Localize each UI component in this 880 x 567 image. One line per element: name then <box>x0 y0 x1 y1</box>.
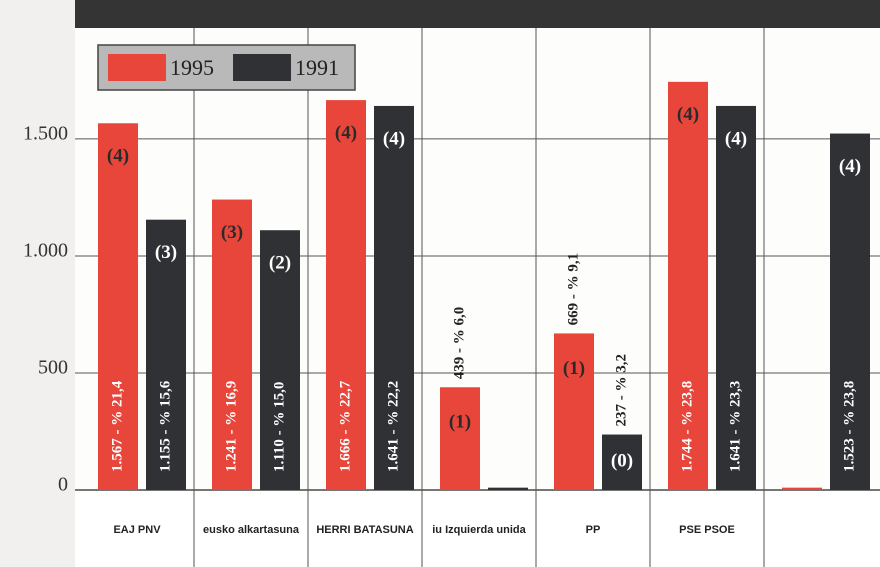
value-label: 1.523 - % 23,8 <box>841 381 857 472</box>
header-band <box>75 0 880 28</box>
seat-label: (3) <box>221 222 243 243</box>
y-tick-label: 1.000 <box>23 240 68 262</box>
value-label: 237 - % 3,2 <box>613 354 629 427</box>
y-tick-label: 0 <box>58 474 68 496</box>
value-label: 1.241 - % 16,9 <box>223 381 239 472</box>
bar <box>374 105 414 491</box>
bar <box>488 487 528 490</box>
bar <box>782 487 822 490</box>
value-label: 669 - % 9,1 <box>565 253 581 326</box>
bar <box>260 230 300 490</box>
y-tick-label: 500 <box>38 357 68 379</box>
bar <box>830 133 870 490</box>
bar <box>716 105 756 491</box>
bar <box>98 123 138 491</box>
bar <box>212 199 252 490</box>
legend-label: 1995 <box>170 55 214 80</box>
seat-label: (1) <box>563 358 585 379</box>
value-label: 1.567 - % 21,4 <box>109 380 125 472</box>
value-label: 439 - % 6,0 <box>451 307 467 380</box>
logo-strip <box>75 490 880 567</box>
seat-label: (2) <box>269 253 291 274</box>
bar <box>440 387 480 490</box>
x-tick-label: iu Izquierda unida <box>432 524 526 536</box>
bar <box>668 81 708 491</box>
value-label: 1.641 - % 22,2 <box>385 381 401 472</box>
legend-swatch <box>108 54 166 81</box>
seat-label: (4) <box>677 104 699 125</box>
bar <box>326 100 366 490</box>
seat-label: (4) <box>107 146 129 167</box>
value-label: 1.744 - % 23,8 <box>679 381 695 472</box>
legend-swatch <box>233 54 291 81</box>
x-tick-label: EAJ PNV <box>113 524 161 536</box>
seat-label: (3) <box>155 242 177 263</box>
bar <box>602 434 642 490</box>
x-tick-label: HERRI BATASUNA <box>316 524 413 536</box>
seat-label: (4) <box>335 122 357 143</box>
x-tick-label: PSE PSOE <box>679 524 735 536</box>
x-tick-label: PP <box>586 524 601 536</box>
seat-label: (4) <box>725 128 747 149</box>
legend-label: 1991 <box>295 55 339 80</box>
x-tick-label: eusko alkartasuna <box>203 524 300 536</box>
bar <box>146 219 186 490</box>
seat-label: (0) <box>611 451 633 472</box>
y-tick-label: 1.500 <box>23 123 68 145</box>
value-label: 1.110 - % 15,0 <box>271 382 287 472</box>
value-label: 1.666 - % 22,7 <box>337 380 353 472</box>
seat-label: (4) <box>383 128 405 149</box>
seat-label: (4) <box>839 156 861 177</box>
value-label: 1.641 - % 23,3 <box>727 381 743 472</box>
seat-label: (1) <box>449 412 471 433</box>
bar <box>554 333 594 490</box>
value-label: 1.155 - % 15,6 <box>157 380 173 472</box>
